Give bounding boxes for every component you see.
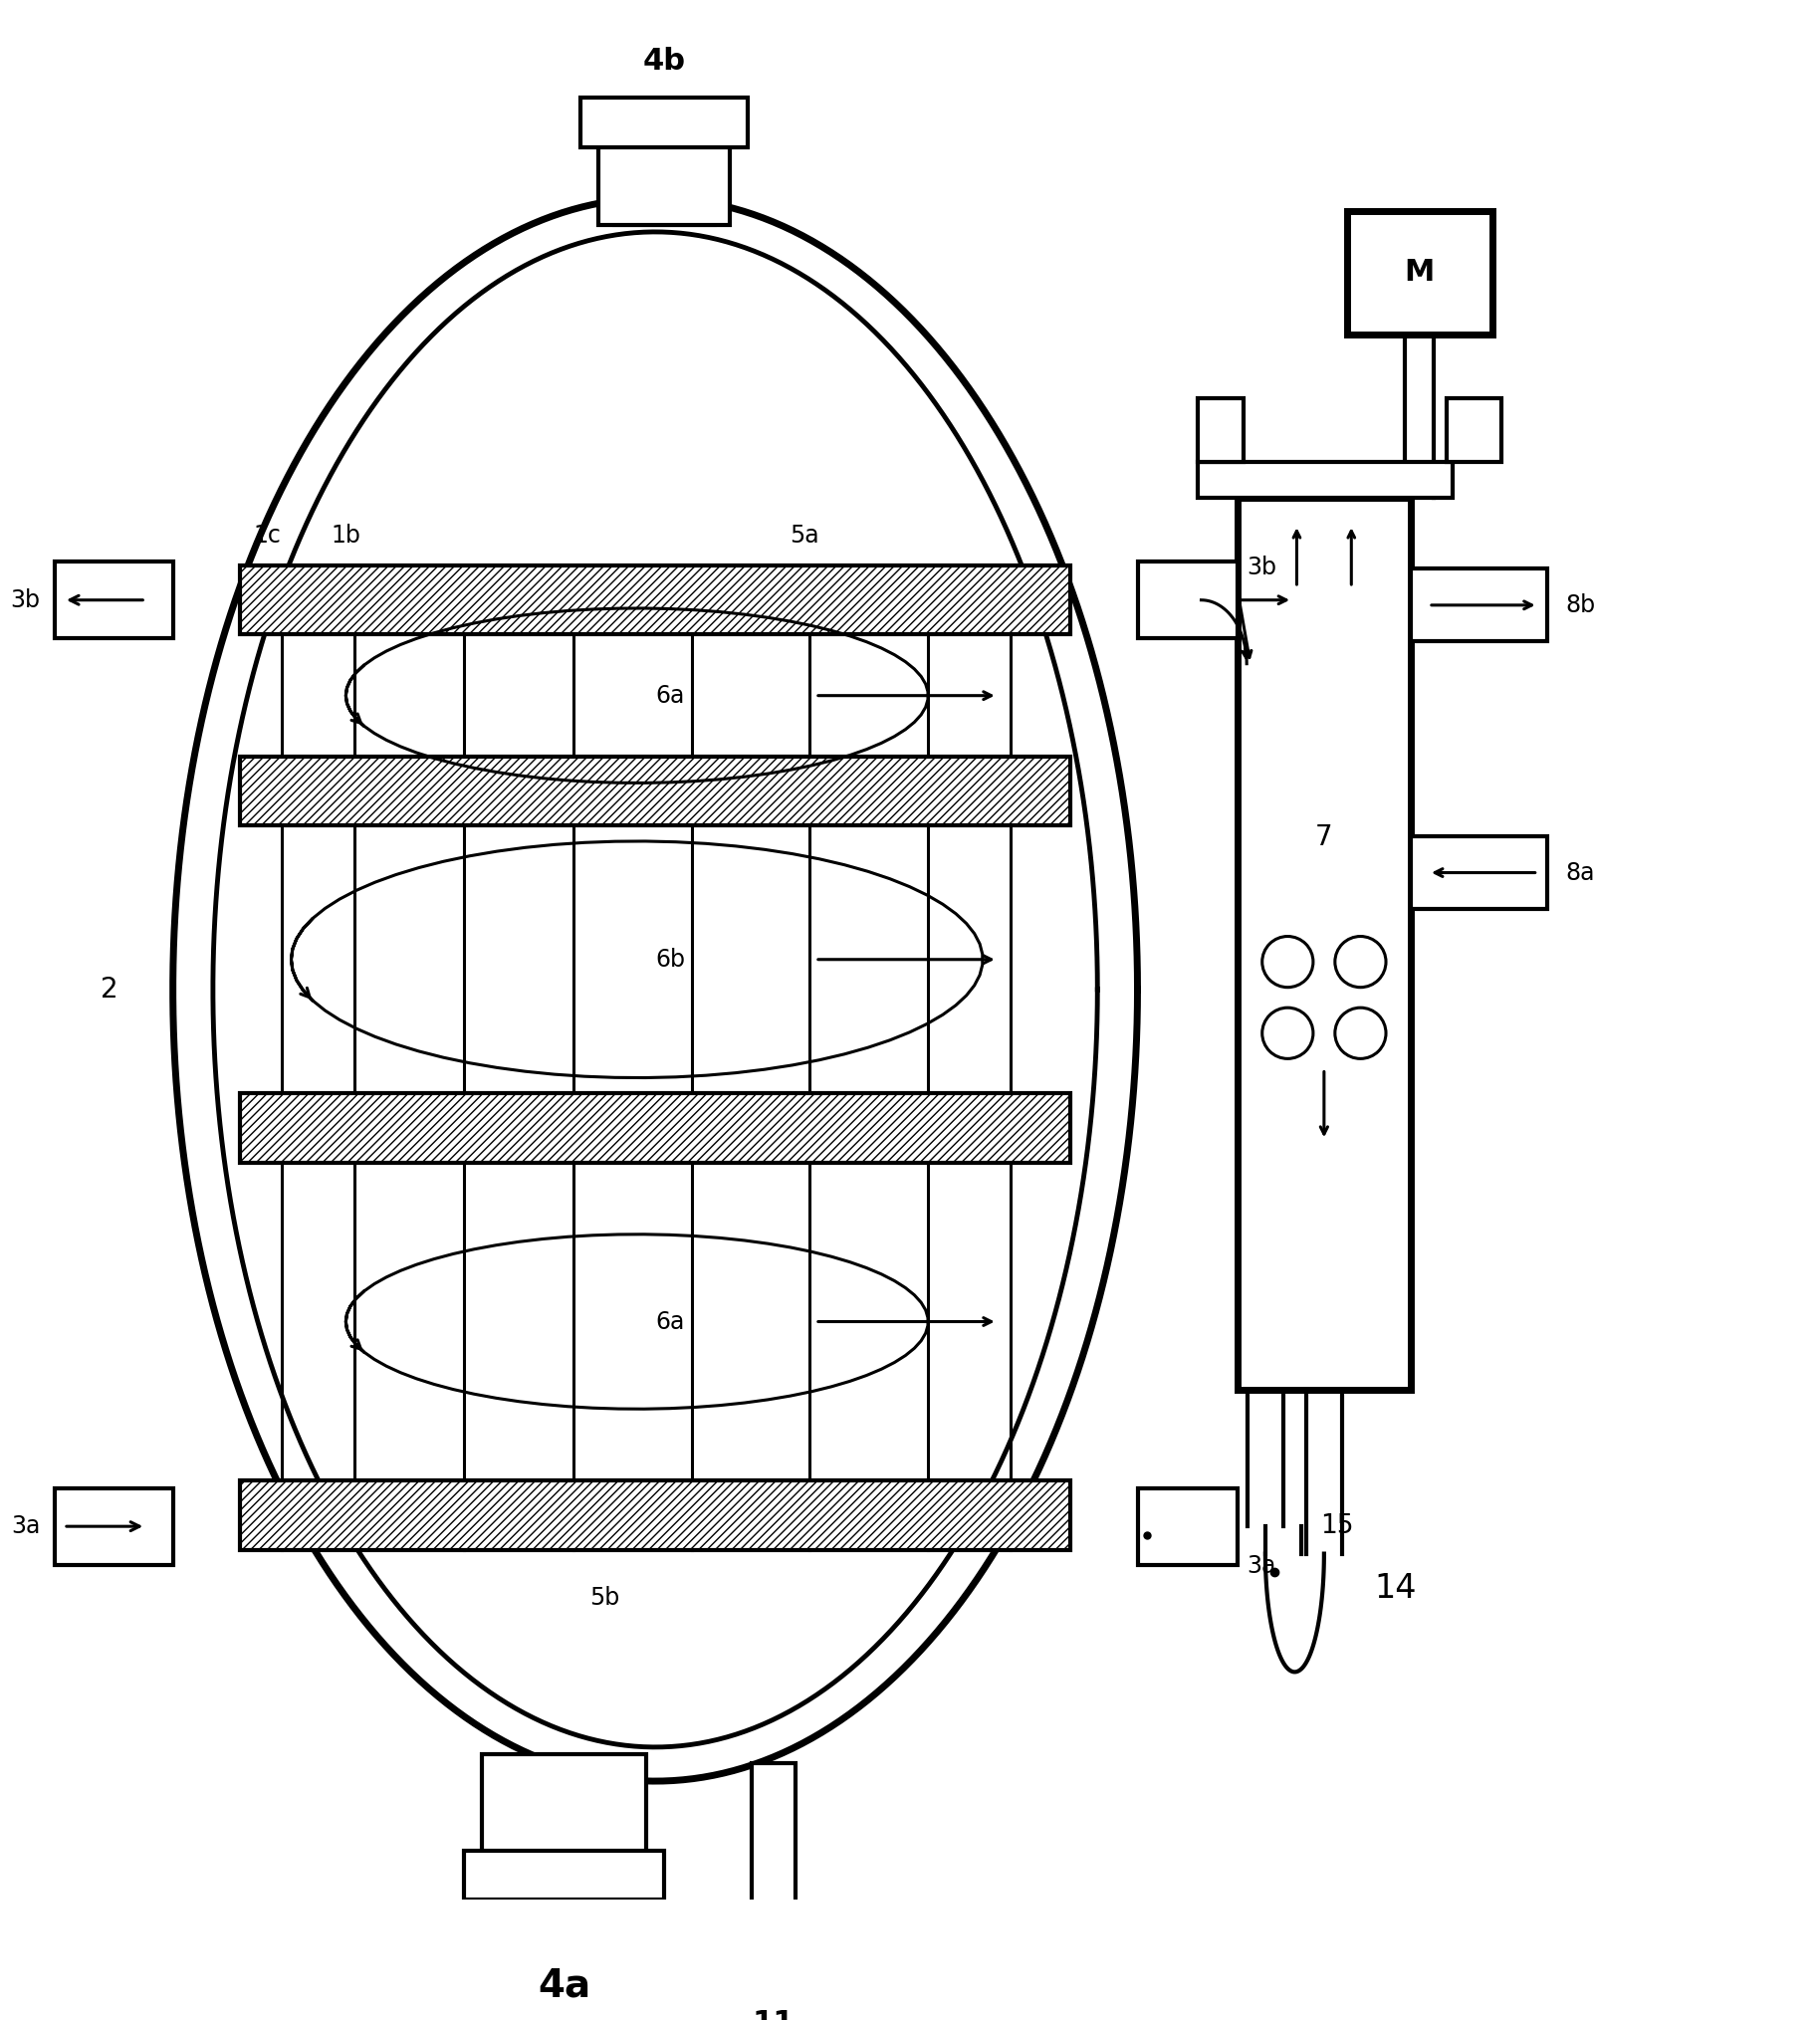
- Text: 8a: 8a: [1565, 861, 1594, 885]
- Text: 6a: 6a: [655, 683, 684, 707]
- Text: 8b: 8b: [1565, 594, 1594, 616]
- Text: 11: 11: [752, 2008, 795, 2020]
- Polygon shape: [730, 1917, 817, 1972]
- Bar: [1198, 463, 1452, 499]
- Text: 14: 14: [1374, 1572, 1416, 1604]
- Text: 1b: 1b: [331, 523, 360, 547]
- Bar: [240, 566, 1070, 634]
- Bar: [240, 758, 1070, 826]
- Text: 6a: 6a: [655, 1309, 684, 1333]
- Bar: [55, 1489, 173, 1566]
- Bar: [752, 1763, 795, 1917]
- Text: 3b: 3b: [11, 588, 40, 612]
- Bar: [240, 1093, 1070, 1162]
- Bar: [1410, 836, 1547, 909]
- Bar: [1138, 1489, 1238, 1566]
- Bar: [1198, 398, 1243, 463]
- Bar: [1410, 570, 1547, 642]
- Text: 5b: 5b: [590, 1586, 619, 1610]
- Bar: [240, 1093, 1070, 1162]
- Text: 7: 7: [1316, 822, 1332, 850]
- Bar: [1347, 210, 1492, 335]
- Bar: [1138, 562, 1238, 638]
- Text: 3a: 3a: [11, 1515, 40, 1539]
- Text: 6b: 6b: [655, 947, 684, 972]
- Text: M: M: [1405, 259, 1434, 287]
- Bar: [240, 758, 1070, 826]
- Polygon shape: [173, 198, 1138, 1782]
- Bar: [464, 1850, 664, 1899]
- Text: 2: 2: [100, 976, 118, 1004]
- Text: 3a: 3a: [1247, 1555, 1276, 1578]
- Bar: [581, 97, 748, 147]
- Bar: [55, 562, 173, 638]
- Bar: [240, 1481, 1070, 1549]
- Bar: [240, 566, 1070, 634]
- Bar: [482, 1753, 646, 1866]
- Text: 5a: 5a: [790, 523, 819, 547]
- Bar: [240, 1481, 1070, 1549]
- Bar: [1238, 499, 1410, 1390]
- Text: 3b: 3b: [1247, 556, 1278, 580]
- Text: 1c: 1c: [253, 523, 282, 547]
- Text: 4a: 4a: [537, 1967, 592, 2004]
- Bar: [1447, 398, 1501, 463]
- Text: 4b: 4b: [642, 46, 686, 77]
- Text: 15: 15: [1320, 1513, 1354, 1539]
- Bar: [599, 131, 730, 224]
